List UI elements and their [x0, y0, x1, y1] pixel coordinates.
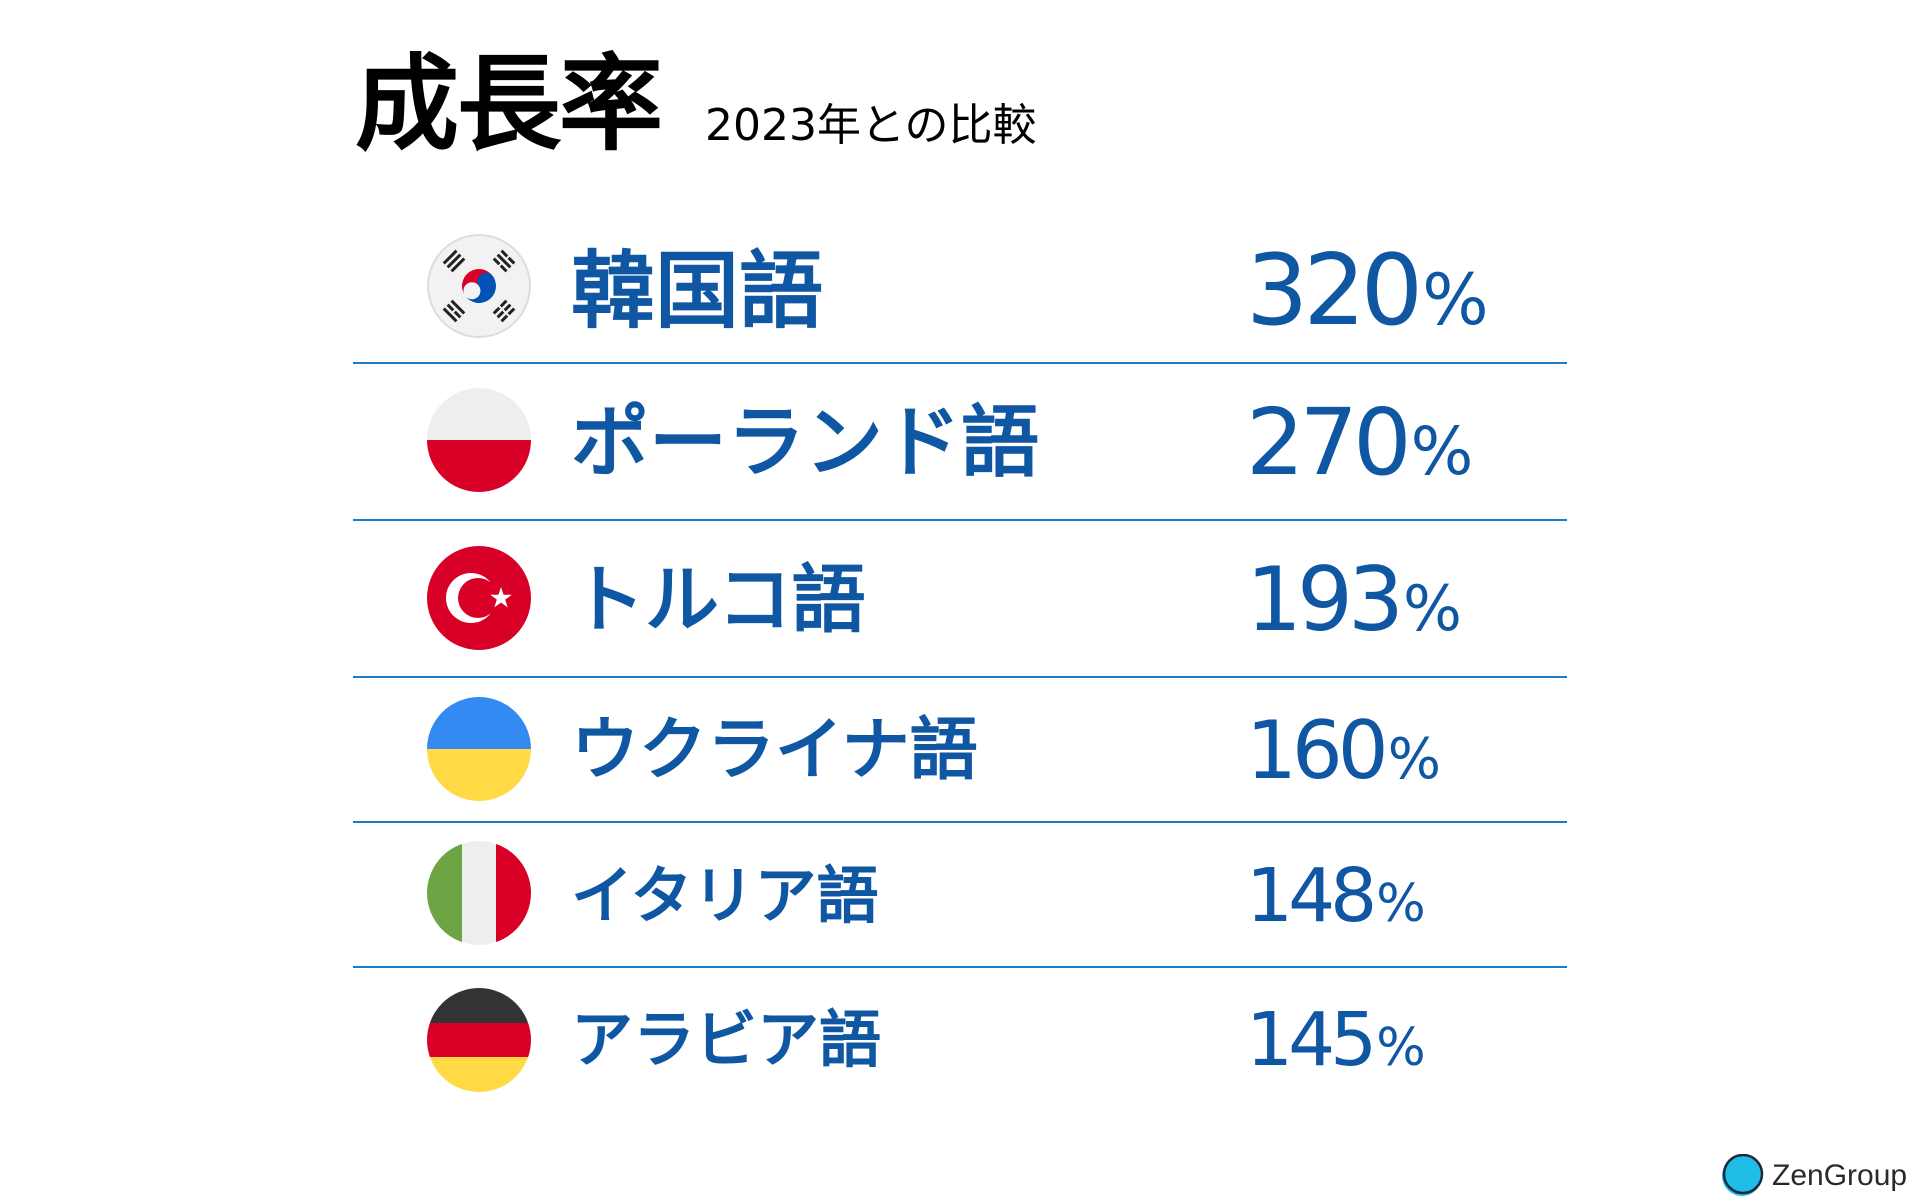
- ukraine-flag-icon: [427, 697, 531, 801]
- rate-unit: %: [1410, 412, 1474, 490]
- list-item: ポーランド語 270%: [353, 364, 1567, 521]
- growth-rate: 320%: [1246, 242, 1489, 340]
- rate-value: 270: [1246, 388, 1412, 496]
- list-item: ウクライナ語 160%: [353, 678, 1567, 823]
- rate-unit: %: [1387, 726, 1441, 792]
- poland-flag-icon: [427, 388, 531, 492]
- rate-value: 320: [1246, 234, 1423, 348]
- list-item: トルコ語 193%: [353, 521, 1567, 678]
- language-label: トルコ語: [571, 556, 866, 643]
- zengroup-logo: ZenGroup: [1720, 1154, 1907, 1198]
- rate-value: 193: [1246, 547, 1404, 651]
- language-label: ポーランド語: [571, 397, 1040, 488]
- rate-unit: %: [1402, 571, 1462, 645]
- turkey-flag-icon: [427, 546, 531, 650]
- rate-value: 160: [1246, 703, 1389, 797]
- growth-rate: 193%: [1246, 555, 1462, 645]
- language-label: イタリア語: [571, 858, 879, 932]
- zengroup-logo-mark-icon: [1722, 1154, 1764, 1196]
- growth-rate: 270%: [1246, 396, 1474, 490]
- header: 成長率 2023年との比較: [355, 52, 1037, 156]
- page-subtitle: 2023年との比較: [705, 100, 1037, 151]
- list-item: アラビア語 145%: [353, 968, 1567, 1112]
- growth-rate: 160%: [1246, 710, 1441, 792]
- germany-flag-icon: [427, 988, 531, 1092]
- language-label: 韓国語: [571, 242, 824, 340]
- logo-text: ZenGroup: [1772, 1159, 1908, 1192]
- rate-unit: %: [1376, 873, 1426, 934]
- language-label: ウクライナ語: [571, 710, 978, 790]
- list-item: 韓国語 320%: [353, 218, 1567, 364]
- italy-flag-icon: [427, 841, 531, 945]
- list-item: イタリア語 148%: [353, 823, 1567, 968]
- rate-value: 145: [1246, 997, 1377, 1083]
- page-title: 成長率: [355, 43, 663, 165]
- rate-unit: %: [1376, 1018, 1426, 1078]
- language-label: アラビア語: [571, 1003, 882, 1076]
- rate-unit: %: [1422, 259, 1489, 341]
- south-korea-flag-icon: [427, 234, 531, 338]
- growth-rate: 148%: [1246, 859, 1426, 933]
- rate-value: 148: [1246, 852, 1377, 939]
- growth-rate: 145%: [1246, 1003, 1426, 1077]
